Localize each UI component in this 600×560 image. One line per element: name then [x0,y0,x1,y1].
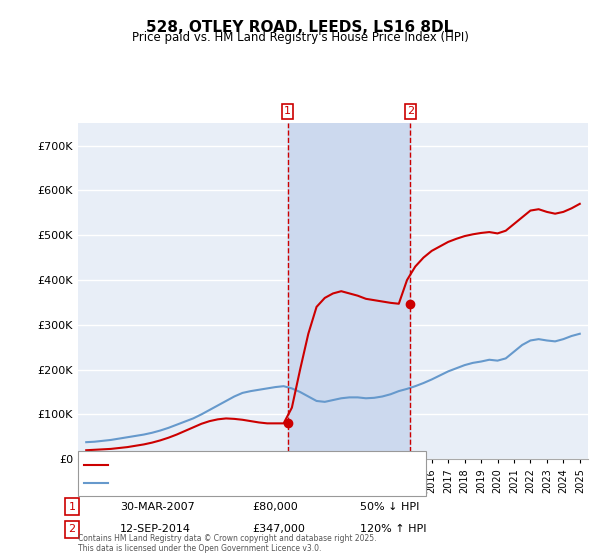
Text: 120% ↑ HPI: 120% ↑ HPI [360,524,427,534]
Text: Contains HM Land Registry data © Crown copyright and database right 2025.
This d: Contains HM Land Registry data © Crown c… [78,534,377,553]
Text: £347,000: £347,000 [252,524,305,534]
Text: Price paid vs. HM Land Registry's House Price Index (HPI): Price paid vs. HM Land Registry's House … [131,31,469,44]
Text: 1: 1 [284,106,291,116]
Bar [288,123,410,459]
Text: 30-MAR-2007: 30-MAR-2007 [120,502,195,512]
Text: 528, OTLEY ROAD, LEEDS, LS16 8DL: 528, OTLEY ROAD, LEEDS, LS16 8DL [146,20,454,35]
Text: 1: 1 [68,502,76,512]
Text: 50% ↓ HPI: 50% ↓ HPI [360,502,419,512]
Text: £80,000: £80,000 [252,502,298,512]
Text: 528, OTLEY ROAD, LEEDS, LS16 8DL (semi-detached house): 528, OTLEY ROAD, LEEDS, LS16 8DL (semi-d… [114,460,385,469]
Text: 2: 2 [68,524,76,534]
Text: 2: 2 [407,106,414,116]
Text: HPI: Average price, semi-detached house, Leeds: HPI: Average price, semi-detached house,… [114,479,333,488]
Text: 12-SEP-2014: 12-SEP-2014 [120,524,191,534]
